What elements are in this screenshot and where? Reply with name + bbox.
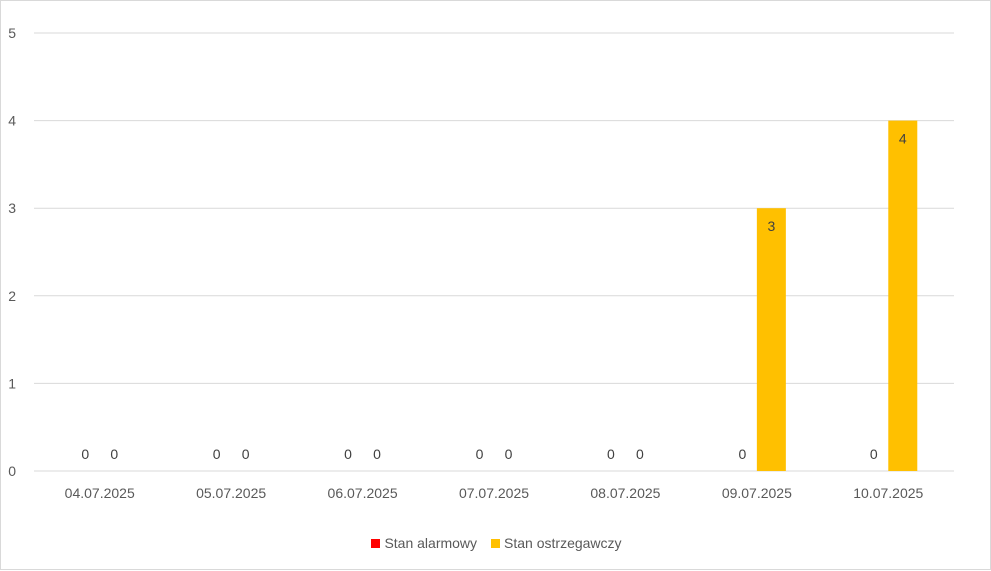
bar-1-6 [888,120,918,471]
bar-1-5 [756,208,786,471]
y-tick-label: 5 [8,25,16,41]
y-tick-label: 1 [8,375,16,391]
legend-item-warning: Stan ostrzegawczy [491,535,622,551]
data-label: 4 [899,131,907,147]
data-label: 3 [767,218,775,234]
y-tick-label: 3 [8,200,16,216]
data-label: 0 [476,446,484,462]
x-tick-label: 06.07.2025 [328,485,398,501]
x-tick-label: 04.07.2025 [65,485,135,501]
x-tick-label: 09.07.2025 [722,485,792,501]
x-tick-label: 07.07.2025 [459,485,529,501]
y-tick-label: 4 [8,113,16,129]
legend-label-alarm: Stan alarmowy [384,535,478,551]
data-label: 0 [373,446,381,462]
data-label: 0 [738,446,746,462]
legend-swatch-alarm [371,538,381,548]
x-tick-label: 10.07.2025 [853,485,923,501]
data-label: 0 [607,446,615,462]
y-tick-label: 2 [8,288,16,304]
legend-label-warning: Stan ostrzegawczy [504,535,622,551]
data-label: 0 [81,446,89,462]
x-tick-label: 05.07.2025 [196,485,266,501]
data-label: 0 [870,446,878,462]
legend: Stan alarmowy Stan ostrzegawczy [1,535,991,551]
legend-item-alarm: Stan alarmowy [371,535,477,551]
data-label: 0 [636,446,644,462]
y-tick-label: 0 [8,463,16,479]
data-label: 0 [213,446,221,462]
x-tick-label: 08.07.2025 [590,485,660,501]
legend-swatch-warning [491,538,501,548]
data-label: 0 [505,446,513,462]
data-label: 0 [242,446,250,462]
data-label: 0 [110,446,118,462]
data-label: 0 [344,446,352,462]
